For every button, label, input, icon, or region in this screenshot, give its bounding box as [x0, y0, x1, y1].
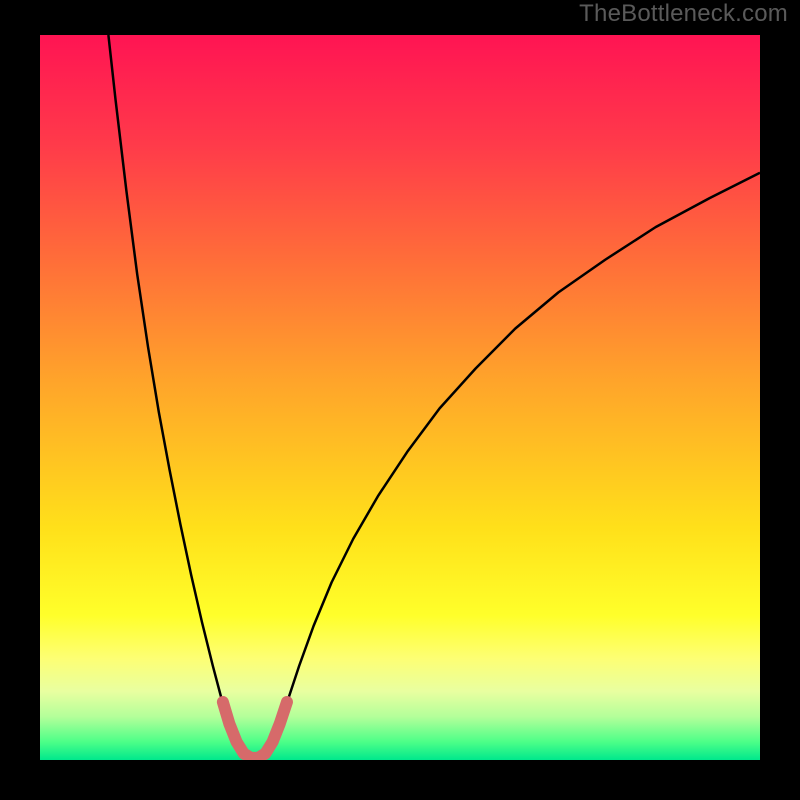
gradient-background — [40, 35, 760, 760]
watermark-text: TheBottleneck.com — [579, 0, 788, 28]
plot-area — [40, 35, 760, 760]
bottleneck-curve-chart — [40, 35, 760, 760]
chart-frame: TheBottleneck.com — [0, 0, 800, 800]
